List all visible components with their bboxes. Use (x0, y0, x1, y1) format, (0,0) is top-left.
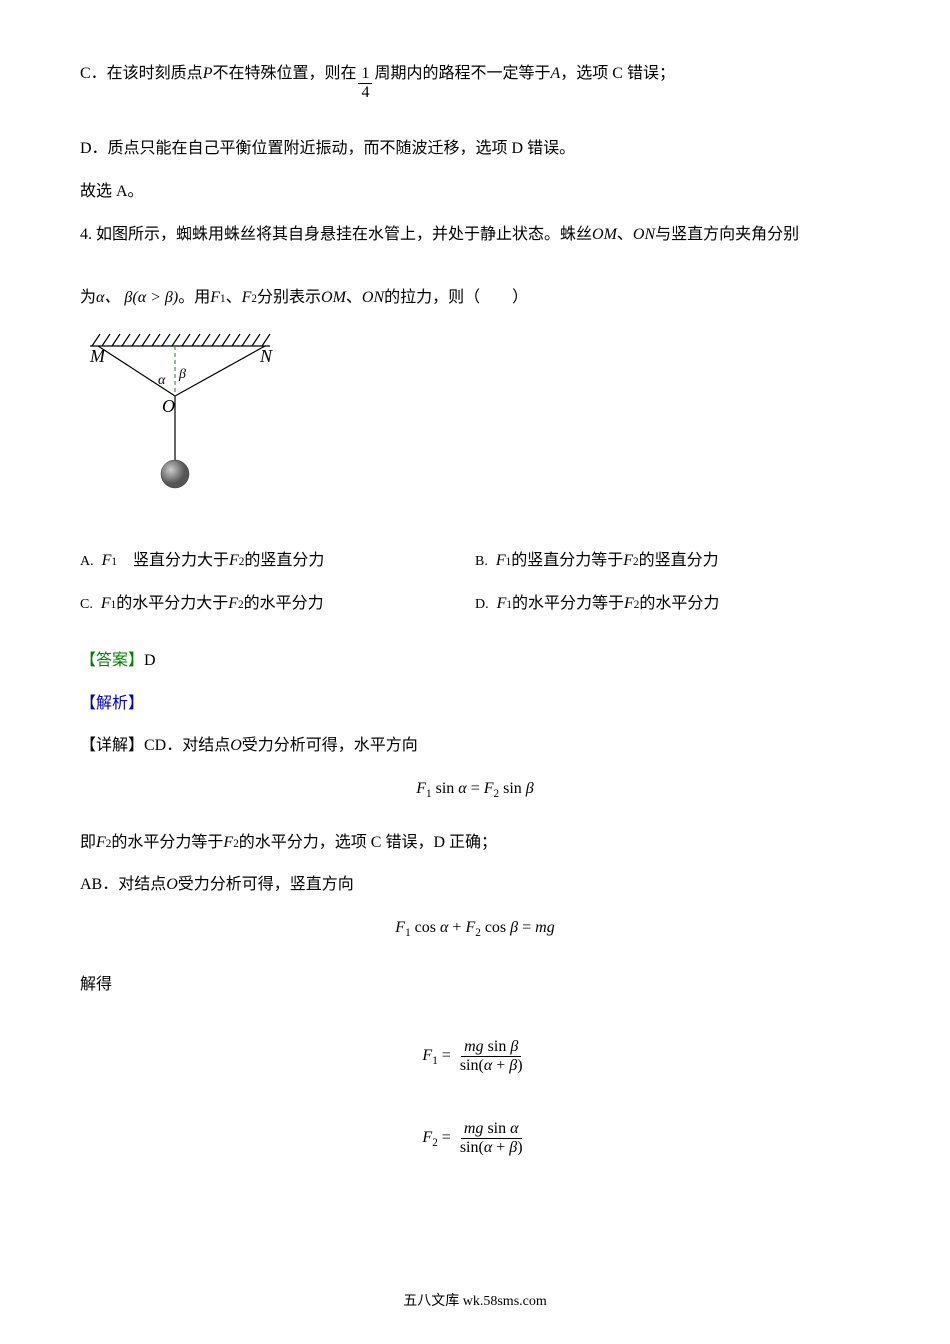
text: 受力分析可得，竖直方向 (178, 871, 354, 900)
explanation-line-c: C．在该时刻质点 P 不在特殊位置，则在 1 4 周期内的路程不一定等于 A ，… (80, 60, 870, 101)
text: 的竖直分力等于 (511, 547, 623, 576)
text: 。用 (178, 284, 210, 313)
text: 即 (80, 829, 96, 858)
label-alpha: α (158, 373, 166, 388)
text: 竖直分力大于 (117, 547, 229, 576)
var-p: P (203, 60, 213, 89)
footer-text: 五八文库 wk.58sms.com (403, 1294, 547, 1309)
detail-ab: AB．对结点 O 受力分析可得，竖直方向 (80, 871, 870, 900)
text: 故选 A。 (80, 178, 144, 207)
answer-label: 【答案】 (80, 647, 144, 676)
var-o: O (230, 732, 242, 761)
detail-cd: 【详解】CD．对结点 O 受力分析可得，水平方向 (80, 732, 870, 761)
analysis-label: 【解析】 (80, 690, 144, 719)
var: F (223, 829, 233, 858)
option-d: D. F1 的水平分力等于 F2 的水平分力 (475, 590, 870, 619)
var-o: O (166, 871, 178, 900)
text: 的竖直分力 (244, 547, 324, 576)
option-b: B. F1 的竖直分力等于 F2 的竖直分力 (475, 547, 870, 576)
option-label: D. (475, 592, 489, 617)
equation-3: F1 = mg sin β sin(α + β) (80, 1038, 870, 1074)
spider-diagram: M N O α β (80, 326, 870, 517)
text: 受力分析可得，水平方向 (242, 732, 418, 761)
text: 的水平分力 (244, 590, 324, 619)
var-on: ON (362, 284, 384, 313)
text: 分别表示 (257, 284, 321, 313)
equation-1: F1 sin α = F2 sin β (80, 775, 870, 804)
answer-line: 【答案】 D (80, 647, 870, 676)
label-n: N (259, 346, 273, 366)
conclusion-cd: 即 F2 的水平分力等于 F2 的水平分力，选项 C 错误，D 正确； (80, 829, 870, 858)
text: 的水平分力等于 (111, 829, 223, 858)
text: 4. 如图所示，蜘蛛用蛛丝将其自身悬挂在水管上，并处于静止状态。蛛丝 (80, 221, 592, 250)
fraction: 1 4 (358, 65, 372, 101)
var-on: ON (633, 221, 655, 250)
question-4-line2: 为 α、 β(α > β) 。用 F1 、 F2 分别表示 OM 、 ON 的拉… (80, 284, 870, 313)
equation-2: F1 cos α + F2 cos β = mg (80, 914, 870, 943)
var: F (228, 590, 238, 619)
label-m: M (89, 346, 106, 366)
text: 为 (80, 284, 96, 313)
var-om: OM (592, 221, 617, 250)
denominator: 4 (358, 84, 372, 102)
option-label: C. (80, 592, 93, 617)
text: AB．对结点 (80, 871, 166, 900)
options-container: A. F1 竖直分力大于 F2 的竖直分力 B. F1 的竖直分力等于 F2 的… (80, 547, 870, 633)
solve-label: 解得 (80, 971, 870, 1000)
var-f2: F (242, 284, 252, 313)
option-label: B. (475, 549, 488, 574)
text: C．在该时刻质点 (80, 60, 203, 89)
option-a: A. F1 竖直分力大于 F2 的竖直分力 (80, 547, 475, 576)
var: F (229, 547, 239, 576)
text: 的水平分力，选项 C 错误，D 正确； (239, 829, 497, 858)
var: F (101, 590, 111, 619)
var-om: OM (321, 284, 346, 313)
var: F (497, 590, 507, 619)
var: F (623, 547, 633, 576)
var-a: A (551, 60, 561, 89)
text: 【详解】CD．对结点 (80, 732, 230, 761)
text: 周期内的路程不一定等于 (374, 60, 550, 89)
equation-4: F2 = mg sin α sin(α + β) (80, 1120, 870, 1156)
explanation-line-d: D．质点只能在自己平衡位置附近振动，而不随波迁移，选项 D 错误。 (80, 135, 870, 164)
var: F (96, 829, 106, 858)
text: 的拉力，则（ ） (384, 284, 528, 313)
text: 不在特殊位置，则在 (212, 60, 356, 89)
text: 的水平分力大于 (116, 590, 228, 619)
text: 的竖直分力 (639, 547, 719, 576)
label-o: O (162, 396, 175, 416)
text: 解得 (80, 971, 112, 1000)
text: 的水平分力等于 (512, 590, 624, 619)
question-4-line1: 4. 如图所示，蜘蛛用蛛丝将其自身悬挂在水管上，并处于静止状态。蛛丝 OM 、 … (80, 221, 870, 250)
var: F (624, 590, 634, 619)
label-beta: β (178, 367, 186, 382)
text: 、 (226, 284, 242, 313)
option-label: A. (80, 549, 94, 574)
conclusion-choose: 故选 A。 (80, 178, 870, 207)
text: 的水平分力 (639, 590, 719, 619)
text: ，选项 C 错误； (560, 60, 675, 89)
text: 与竖直方向夹角分别 (655, 221, 799, 250)
page-footer: 五八文库 wk.58sms.com (0, 1289, 950, 1314)
text: D．质点只能在自己平衡位置附近振动，而不随波迁移，选项 D 错误。 (80, 135, 575, 164)
var-ab: α、 β(α > β) (96, 284, 178, 313)
numerator: 1 (358, 65, 372, 84)
text: 、 (346, 284, 362, 313)
analysis-line: 【解析】 (80, 690, 870, 719)
var-f1: F (210, 284, 220, 313)
var: F (102, 547, 112, 576)
text: 、 (617, 221, 633, 250)
var: F (496, 547, 506, 576)
answer-value: D (144, 647, 156, 676)
option-c: C. F1 的水平分力大于 F2 的水平分力 (80, 590, 475, 619)
